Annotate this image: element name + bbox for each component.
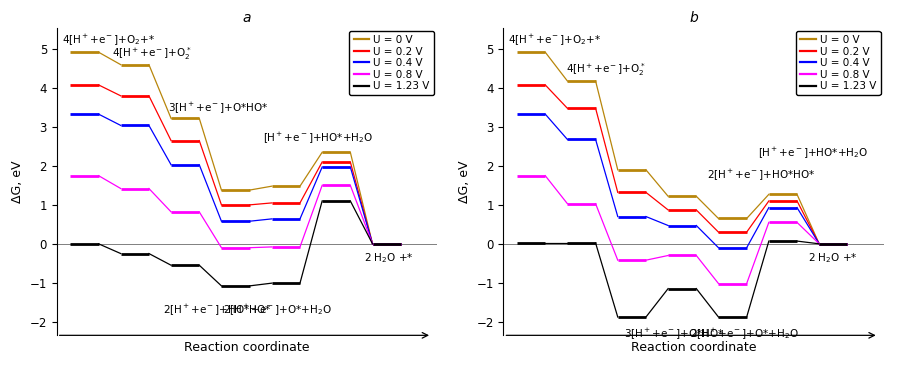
Text: 2[H$^+$+e$^-$]+O*+H$_2$O: 2[H$^+$+e$^-$]+O*+H$_2$O: [223, 302, 332, 317]
Text: 4[H$^+$+e$^-$]+O$_2^*$: 4[H$^+$+e$^-$]+O$_2^*$: [566, 61, 646, 78]
Text: 2[H$^+$+e$^-$]+HO*HO*: 2[H$^+$+e$^-$]+HO*HO*: [163, 302, 271, 317]
Legend: U = 0 V, U = 0.2 V, U = 0.4 V, U = 0.8 V, U = 1.23 V: U = 0 V, U = 0.2 V, U = 0.4 V, U = 0.8 V…: [796, 31, 880, 95]
Y-axis label: ΔG, eV: ΔG, eV: [11, 160, 24, 203]
Text: 2 H$_2$O +*: 2 H$_2$O +*: [808, 251, 858, 265]
Text: [H$^+$+e$^-$]+HO*+H$_2$O: [H$^+$+e$^-$]+HO*+H$_2$O: [263, 130, 374, 145]
Text: 2[H$^+$+e$^-$]+HO*HO*: 2[H$^+$+e$^-$]+HO*HO*: [707, 168, 816, 182]
Text: [H$^+$+e$^-$]+HO*+H$_2$O: [H$^+$+e$^-$]+HO*+H$_2$O: [758, 145, 868, 160]
Legend: U = 0 V, U = 0.2 V, U = 0.4 V, U = 0.8 V, U = 1.23 V: U = 0 V, U = 0.2 V, U = 0.4 V, U = 0.8 V…: [349, 31, 434, 95]
Y-axis label: ΔG, eV: ΔG, eV: [458, 160, 471, 203]
Text: 4[H$^+$+e$^-$]+O$_2$+*: 4[H$^+$+e$^-$]+O$_2$+*: [508, 32, 602, 47]
Text: 2 H$_2$O +*: 2 H$_2$O +*: [364, 251, 414, 265]
Text: 4[H$^+$+e$^-$]+O$_2$+*: 4[H$^+$+e$^-$]+O$_2$+*: [62, 32, 155, 47]
Text: 3[H$^+$+e$^-$]+O*HO*: 3[H$^+$+e$^-$]+O*HO*: [625, 326, 725, 341]
Text: 3[H$^+$+e$^-$]+O*HO*: 3[H$^+$+e$^-$]+O*HO*: [167, 100, 268, 115]
Title: b: b: [689, 11, 698, 25]
Title: a: a: [243, 11, 251, 25]
Text: 4[H$^+$+e$^-$]+O$_2^*$: 4[H$^+$+e$^-$]+O$_2^*$: [112, 45, 192, 62]
X-axis label: Reaction coordinate: Reaction coordinate: [184, 341, 310, 354]
Text: 2[H$^+$+e$^-$]+O*+H$_2$O: 2[H$^+$+e$^-$]+O*+H$_2$O: [689, 326, 799, 341]
X-axis label: Reaction coordinate: Reaction coordinate: [631, 341, 756, 354]
